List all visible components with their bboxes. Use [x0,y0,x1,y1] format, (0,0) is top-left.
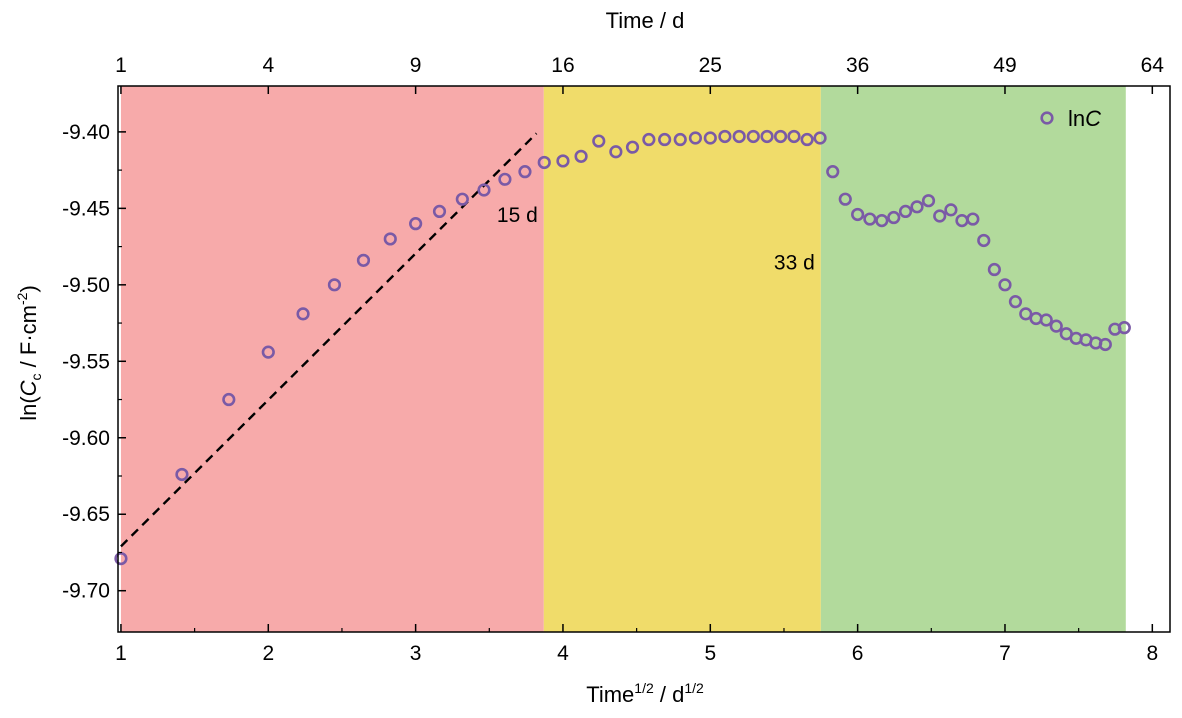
data-point [222,392,236,407]
top-tick-label: 25 [699,54,722,77]
top-tick-label: 16 [551,54,574,77]
annotations: 15 d 33 d [497,204,815,274]
data-point [498,172,512,186]
x-tick-label: 3 [410,642,422,665]
data-point [1098,337,1112,352]
data-point [703,131,717,145]
data-point [574,149,588,163]
data-point [432,204,447,219]
x-tick-label: 7 [999,642,1011,665]
data-point [356,253,371,267]
data-point [455,192,469,206]
data-point [910,200,924,214]
x-tick-label: 2 [262,642,274,665]
data-point [732,129,746,144]
left-ticks: -9.70 -9.65 -9.60 -9.55 -9.50 -9.45 -9.40 [62,121,126,603]
data-point [826,165,840,179]
data-point [537,155,551,170]
y-tick-label: -9.60 [62,427,110,450]
data-point [261,345,275,359]
y-tick-label: -9.55 [62,350,110,373]
y-tick-label: -9.65 [62,503,110,526]
x-tick-label: 1 [115,642,127,665]
data-point [746,129,760,144]
data-point [875,213,889,228]
y-axis-label: ln(Cc / F·cm-2) [14,285,44,421]
top-tick-label: 4 [262,54,274,77]
data-point [1039,313,1053,327]
data-point [887,210,901,225]
legend: lnC [1040,106,1101,131]
region-1 [120,86,544,632]
y-tick-label: -9.45 [62,197,110,220]
data-point [556,154,570,168]
data-point [609,145,623,159]
y-tick-label: -9.40 [62,121,110,144]
data-point [800,132,814,147]
data-point [673,132,687,147]
data-point [966,212,980,226]
data-point [944,203,958,217]
plot-frame [117,85,1171,633]
y-tick-label: -9.70 [62,580,110,603]
data-point [658,132,672,147]
annotation-label: 33 d [774,252,815,275]
region-2 [543,86,821,632]
y-tick-label: -9.50 [62,274,110,297]
data-point [987,262,1001,277]
x-tick-label: 5 [704,642,716,665]
data-point [1019,307,1033,321]
data-point [592,134,606,148]
data-point [383,232,397,246]
data-point [625,140,640,154]
data-point [1049,319,1063,333]
data-point [114,551,128,566]
bottom-ticks: 1 2 3 4 5 6 7 8 [115,624,1158,665]
data-point [688,131,703,145]
data-point [296,307,310,321]
x-tick-label: 6 [852,642,864,665]
data-point [409,217,423,231]
data-point [787,129,801,144]
data-point [863,212,877,226]
shaded-regions [120,86,1126,632]
data-point [773,129,788,144]
data-point [1117,321,1131,335]
data-point [642,132,656,147]
data-point [851,207,865,222]
x-tick-label: 8 [1146,642,1158,665]
data-point [977,233,991,248]
region-3 [820,86,1126,632]
data-point [477,183,491,197]
data-points [114,129,1131,566]
x-tick-label: 4 [557,642,569,665]
data-point [175,467,189,482]
data-point [933,209,947,223]
data-point [898,204,913,219]
legend-marker [1040,111,1054,125]
data-point [813,131,827,145]
data-point [998,278,1012,292]
top-tick-label: 36 [846,54,869,77]
data-point [921,194,936,208]
top-axis-label: Time / d [606,8,685,33]
data-point [327,278,342,292]
top-tick-label: 9 [410,54,422,77]
top-tick-label: 1 [115,54,127,77]
data-point [760,129,774,144]
data-point [718,129,732,144]
data-point [838,192,852,206]
x-axis-label: Time1/2 / d1/2 [586,680,704,707]
data-point [1008,295,1023,309]
top-tick-label: 64 [1141,54,1165,77]
annotation-label: 15 d [497,204,538,227]
top-ticks: 1 4 9 16 25 36 49 64 [115,54,1164,94]
legend-label: lnC [1068,106,1101,131]
data-point [518,165,532,179]
top-tick-label: 49 [993,54,1016,77]
